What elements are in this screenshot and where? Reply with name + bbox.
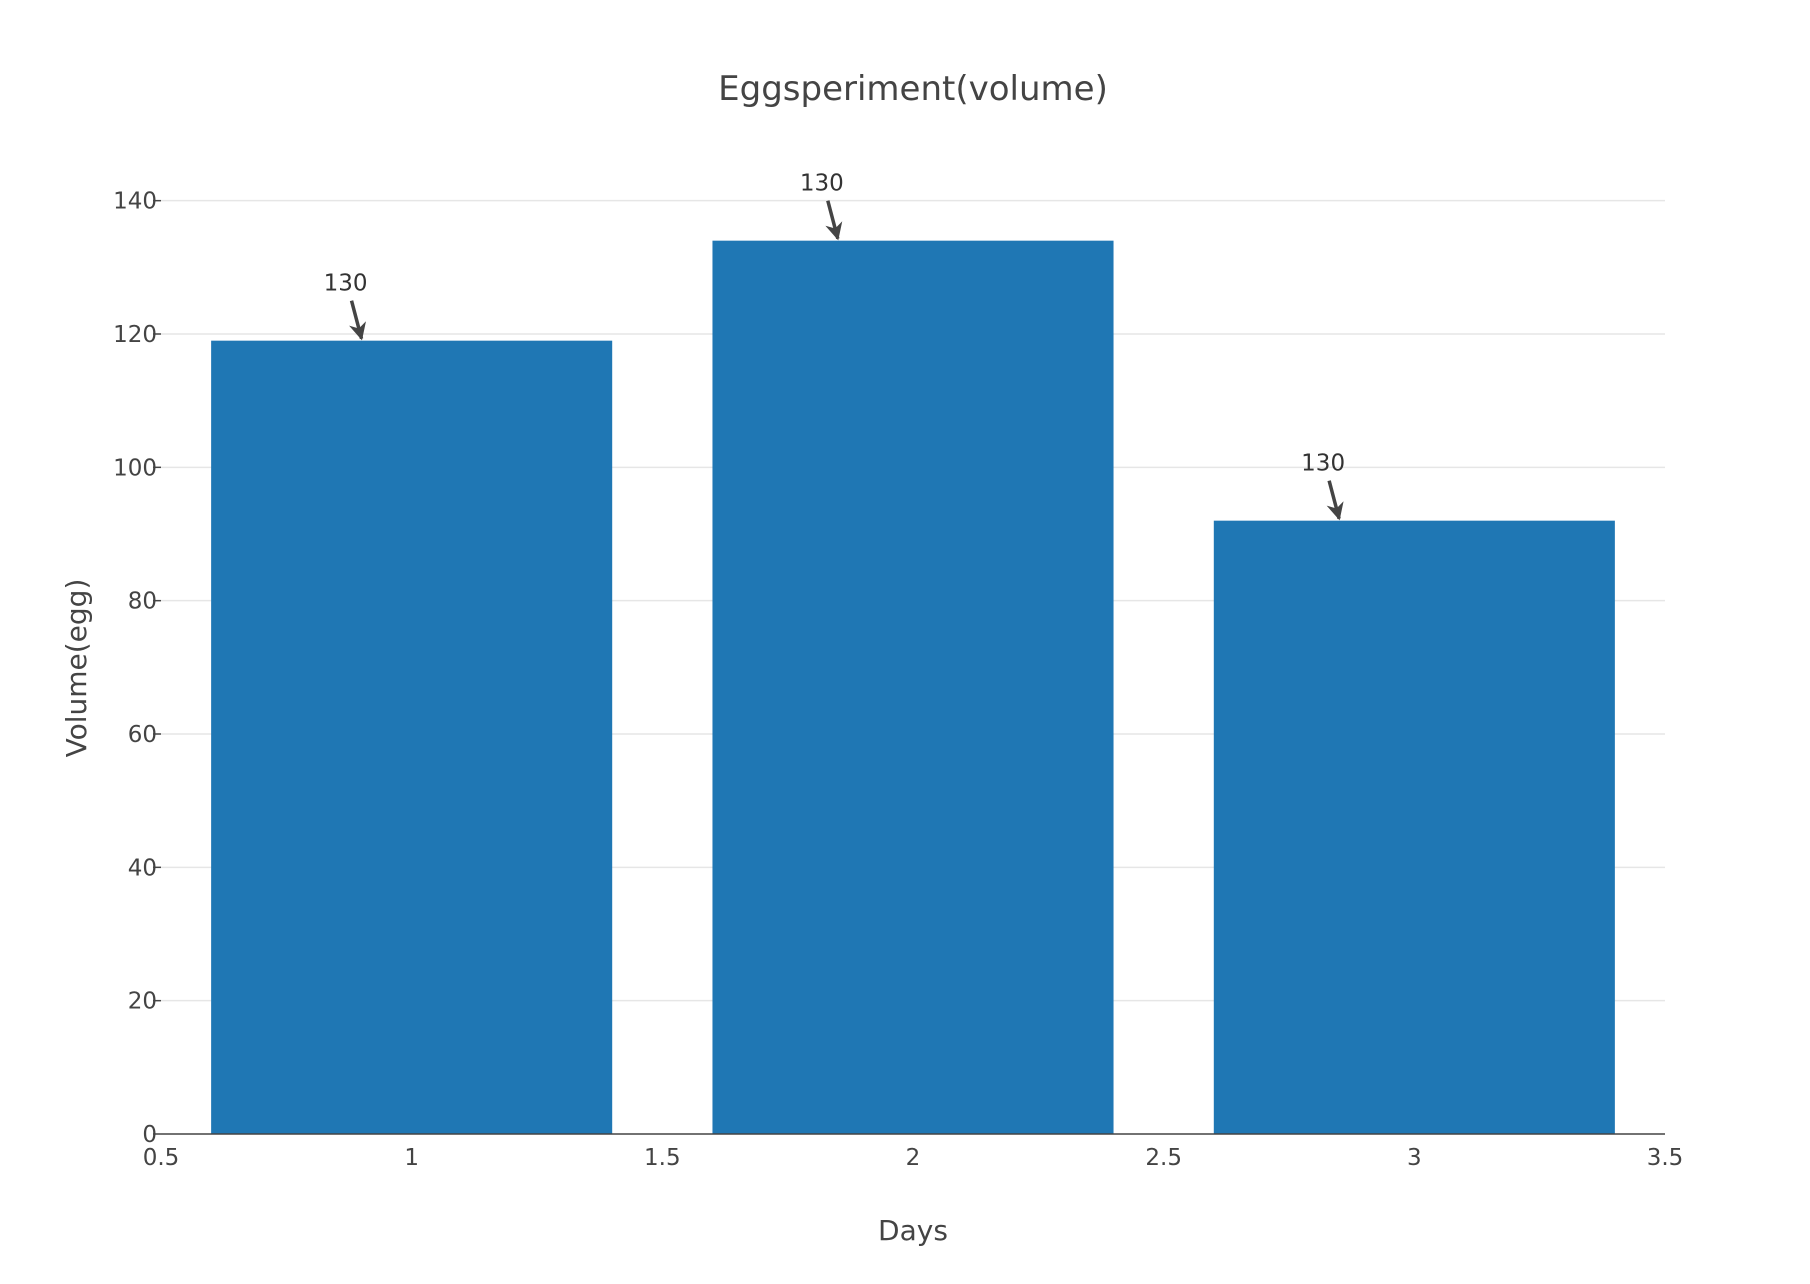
- annotation-label: 130: [324, 271, 368, 297]
- y-tick-label: 0: [142, 1122, 157, 1148]
- y-tick-label: 60: [128, 722, 157, 748]
- annotation-label: 130: [800, 171, 844, 197]
- axes: 0 20 40 60 80 100 120 140 0.5 1 1.5 2 2.5 3 3.5: [113, 189, 1683, 1171]
- annotation-label: 130: [1301, 451, 1345, 477]
- x-tick-label: 1.5: [644, 1145, 681, 1171]
- x-tick-label: 0.5: [143, 1145, 180, 1171]
- x-tick-label: 2.5: [1145, 1145, 1182, 1171]
- annotation-arrow: [1326, 480, 1344, 521]
- annotation-arrow: [349, 300, 366, 341]
- y-tick-label: 20: [128, 989, 157, 1015]
- y-tick-label: 40: [128, 855, 157, 881]
- bar: [211, 340, 613, 1135]
- annotation-arrow: [825, 200, 843, 241]
- y-axis-title: Volume(egg): [60, 579, 93, 758]
- x-axis-title: Days: [878, 1214, 948, 1247]
- y-tick-label: 140: [113, 189, 157, 215]
- y-tick-label: 100: [113, 455, 157, 481]
- chart-title: Eggsperiment(volume): [718, 69, 1108, 109]
- y-tick-label: 120: [113, 322, 157, 348]
- bars: [211, 240, 1615, 1135]
- x-tick-label: 3: [1407, 1145, 1422, 1171]
- annotations: 130 130 130: [324, 171, 1345, 521]
- bar: [1213, 520, 1615, 1134]
- x-tick-label: 3.5: [1647, 1145, 1684, 1171]
- x-tick-label: 1: [404, 1145, 419, 1171]
- y-tick-label: 80: [128, 589, 157, 615]
- x-tick-label: 2: [906, 1145, 921, 1171]
- bar: [712, 240, 1114, 1134]
